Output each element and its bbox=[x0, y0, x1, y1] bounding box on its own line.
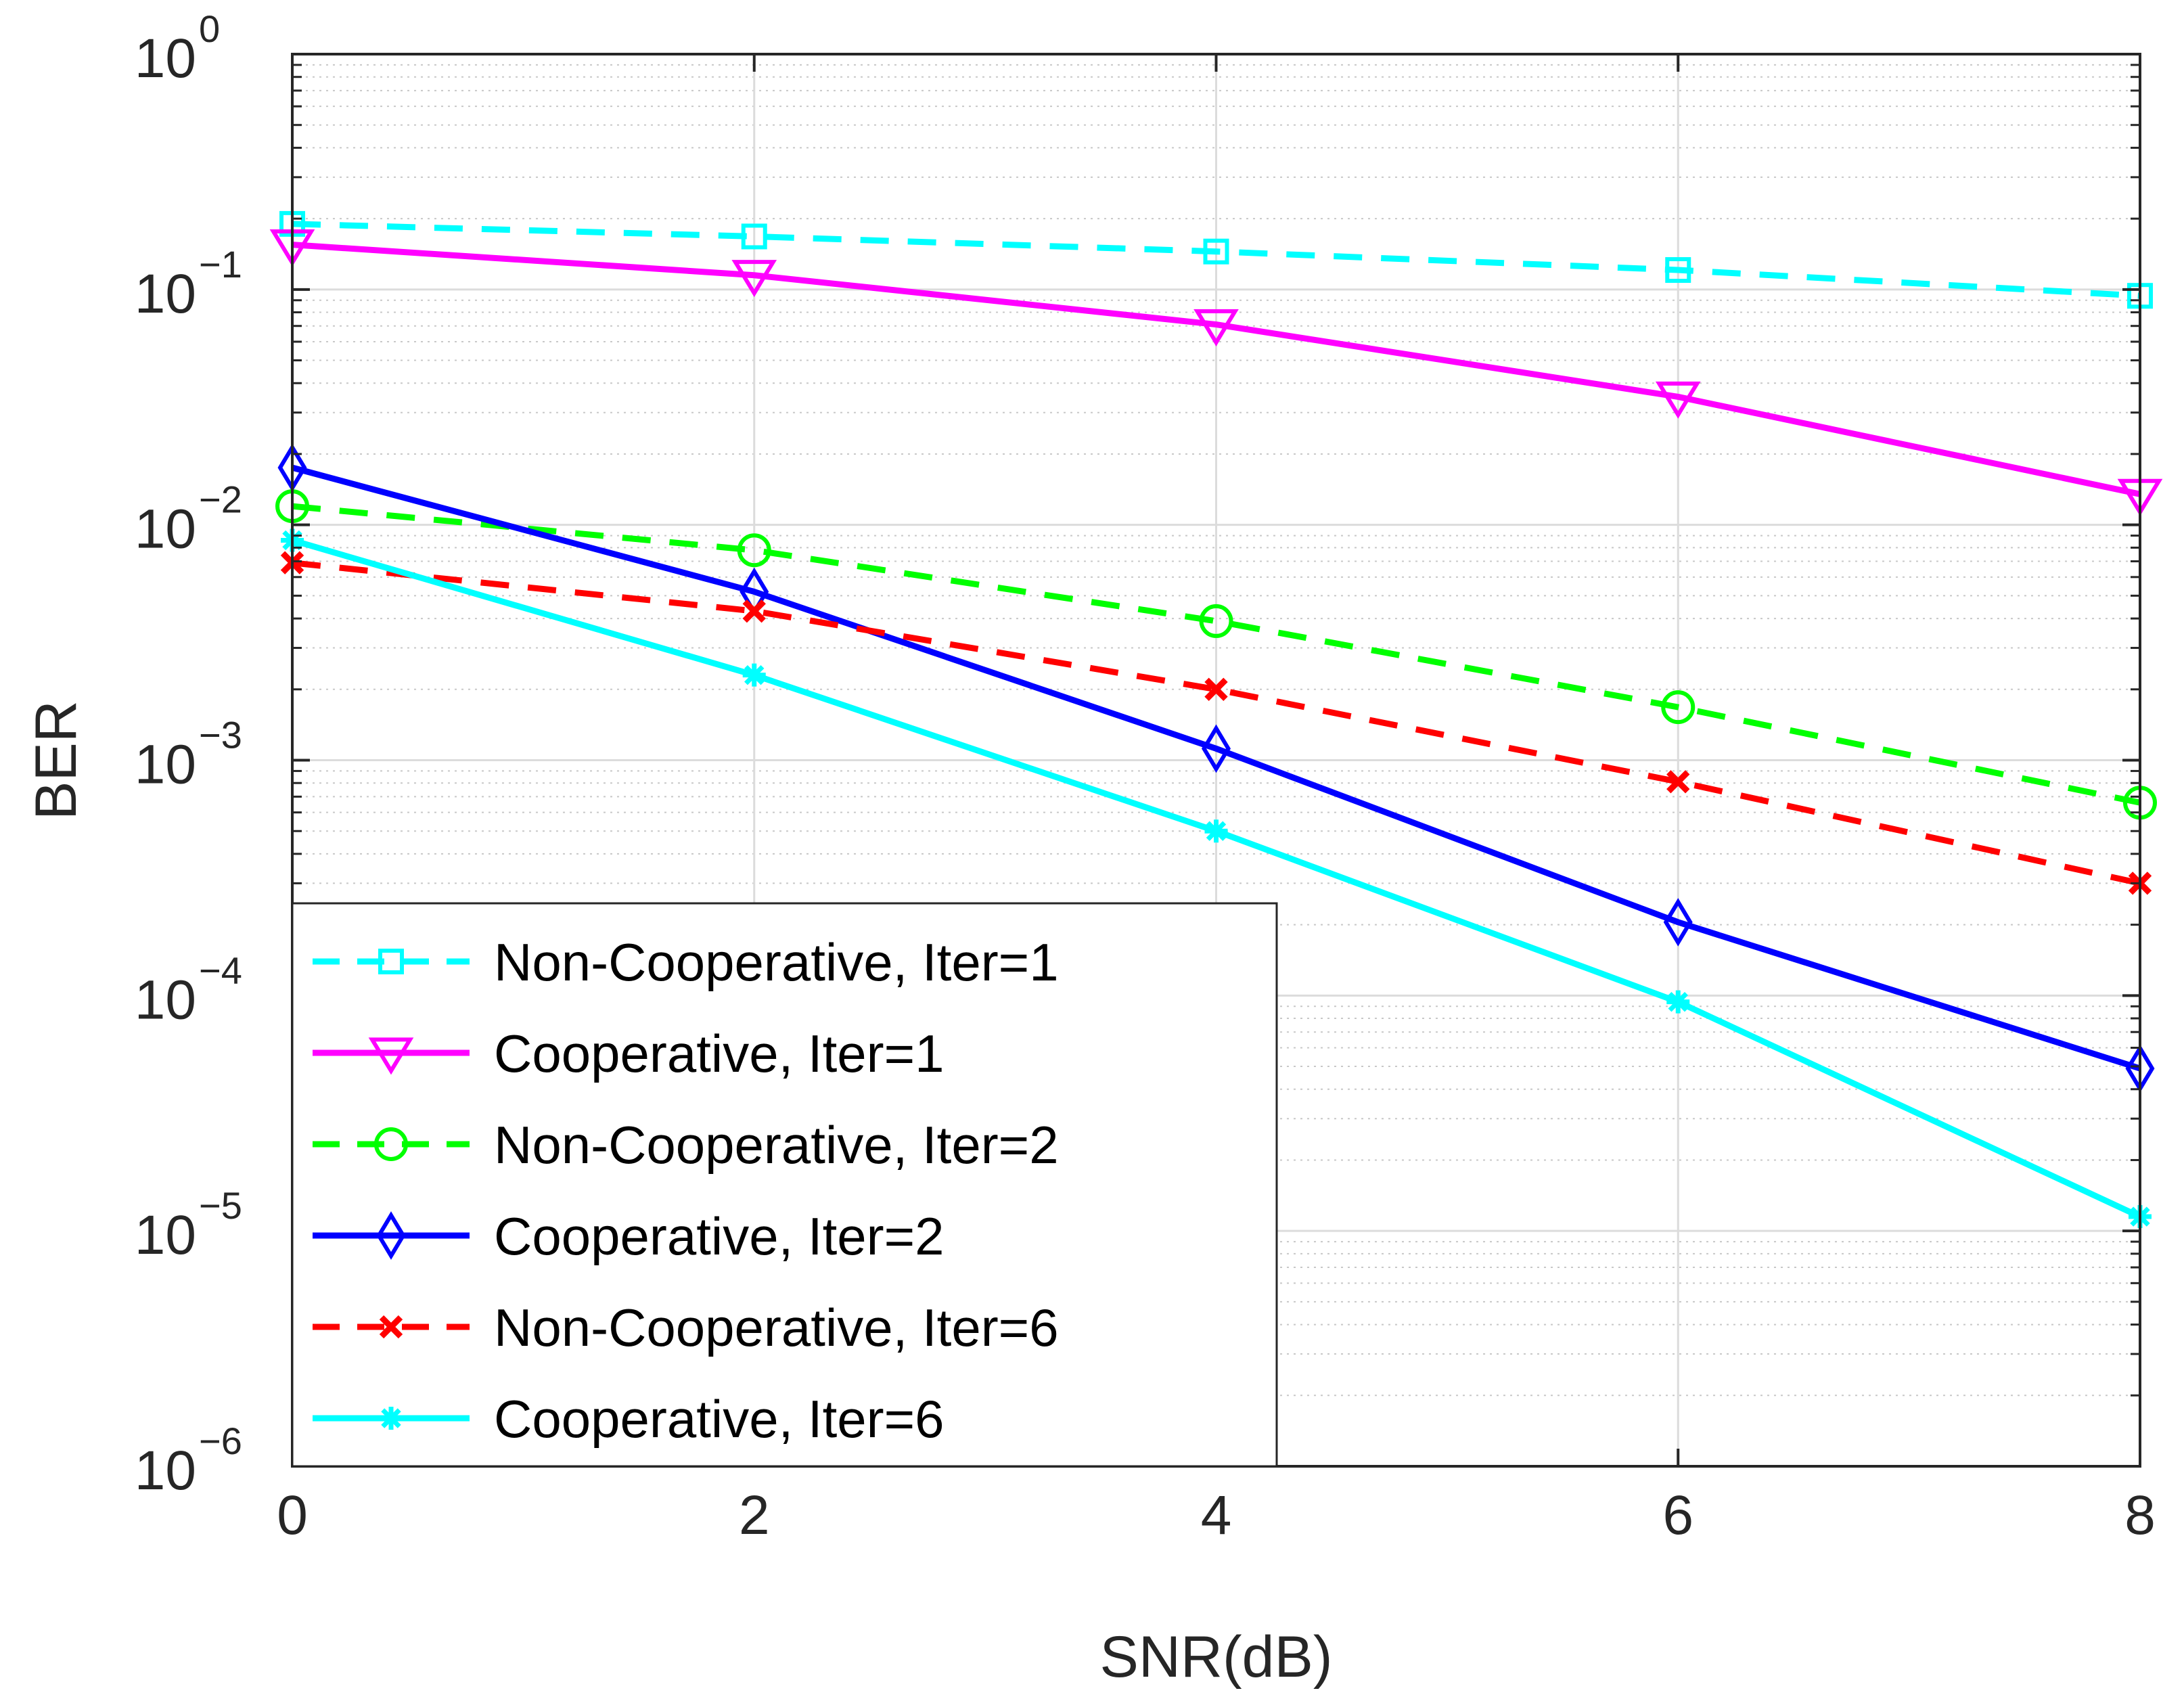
data-point bbox=[1661, 690, 1696, 725]
y-tick-base: 10 bbox=[135, 1204, 196, 1266]
legend-label: Non-Cooperative, Iter=6 bbox=[494, 1298, 1059, 1357]
series-3 bbox=[275, 489, 2157, 820]
y-tick-label: 10 −5 bbox=[135, 1184, 242, 1266]
legend-entry-3: Non-Cooperative, Iter=2 bbox=[313, 1115, 1059, 1175]
legend-label: Cooperative, Iter=2 bbox=[494, 1206, 945, 1266]
legend-entry-2: Cooperative, Iter=1 bbox=[313, 1024, 945, 1083]
y-tick-label: 10 0 bbox=[135, 7, 220, 89]
y-tick-exponent: −5 bbox=[199, 1184, 242, 1227]
series-line bbox=[292, 560, 2141, 886]
legend-label: Non-Cooperative, Iter=1 bbox=[494, 932, 1059, 992]
data-point bbox=[737, 533, 771, 568]
legend-label: Cooperative, Iter=6 bbox=[494, 1389, 945, 1449]
data-point bbox=[1193, 309, 1239, 346]
data-point bbox=[1204, 819, 1228, 843]
y-tick-label: 10 −2 bbox=[135, 478, 242, 560]
x-tick-label: 2 bbox=[739, 1485, 770, 1546]
series-line bbox=[292, 503, 2141, 806]
x-tick-label: 0 bbox=[277, 1485, 308, 1546]
y-tick-label: 10 −4 bbox=[135, 949, 242, 1031]
y-tick-base: 10 bbox=[135, 969, 196, 1031]
legend-marker bbox=[378, 949, 404, 974]
data-point bbox=[741, 223, 767, 250]
series-line bbox=[292, 242, 2141, 497]
data-point bbox=[1665, 257, 1691, 284]
legend-entry-6: Cooperative, Iter=6 bbox=[313, 1389, 945, 1449]
legend-entry-4: Cooperative, Iter=2 bbox=[313, 1206, 945, 1266]
series-line bbox=[291, 464, 2141, 1072]
legend-marker bbox=[376, 1211, 406, 1260]
y-tick-exponent: −2 bbox=[199, 478, 242, 521]
y-tick-base: 10 bbox=[135, 263, 196, 325]
y-tick-exponent: −6 bbox=[199, 1420, 242, 1462]
data-point bbox=[1655, 381, 1701, 419]
y-tick-base: 10 bbox=[135, 734, 196, 796]
y-tick-exponent: 0 bbox=[199, 7, 220, 50]
y-tick-base: 10 bbox=[135, 499, 196, 560]
legend-label: Cooperative, Iter=1 bbox=[494, 1024, 945, 1083]
legend-entry-5: Non-Cooperative, Iter=6 bbox=[313, 1298, 1059, 1357]
legend-label: Non-Cooperative, Iter=2 bbox=[494, 1115, 1059, 1175]
x-tick-label: 8 bbox=[2124, 1485, 2156, 1546]
legend-marker bbox=[379, 1315, 403, 1339]
y-axis-label: BER bbox=[24, 700, 89, 820]
data-point bbox=[1666, 770, 1690, 794]
y-tick-exponent: −4 bbox=[199, 949, 242, 991]
legend: Non-Cooperative, Iter=1 Cooperative, Iter… bbox=[291, 902, 1278, 1468]
legend-marker bbox=[380, 1407, 403, 1430]
data-point bbox=[1663, 898, 1693, 947]
x-axis-label: SNR(dB) bbox=[1099, 1625, 1332, 1690]
series-line bbox=[292, 221, 2141, 299]
data-point bbox=[1204, 677, 1228, 701]
legend-marker bbox=[368, 1037, 414, 1075]
data-point bbox=[1203, 238, 1229, 265]
y-tick-base: 10 bbox=[135, 1440, 196, 1501]
y-tick-exponent: −3 bbox=[199, 714, 242, 756]
data-point bbox=[742, 663, 766, 687]
data-point bbox=[1199, 604, 1233, 638]
y-tick-label: 10 −3 bbox=[135, 714, 242, 796]
legend-marker bbox=[374, 1127, 408, 1161]
y-tick-label: 10 −6 bbox=[135, 1420, 242, 1501]
legend-box bbox=[291, 902, 1278, 1468]
y-tick-label: 10 −1 bbox=[135, 243, 242, 325]
x-tick-label: 6 bbox=[1662, 1485, 1693, 1546]
y-tick-base: 10 bbox=[135, 28, 196, 89]
data-point bbox=[742, 599, 766, 623]
y-tick-exponent: −1 bbox=[199, 243, 242, 286]
data-point bbox=[1202, 724, 1231, 773]
series-layer bbox=[269, 210, 2163, 1229]
x-tick-label: 4 bbox=[1201, 1485, 1232, 1546]
data-point bbox=[731, 260, 777, 298]
legend-entry-1: Non-Cooperative, Iter=1 bbox=[313, 932, 1059, 992]
data-point bbox=[1666, 990, 1690, 1014]
